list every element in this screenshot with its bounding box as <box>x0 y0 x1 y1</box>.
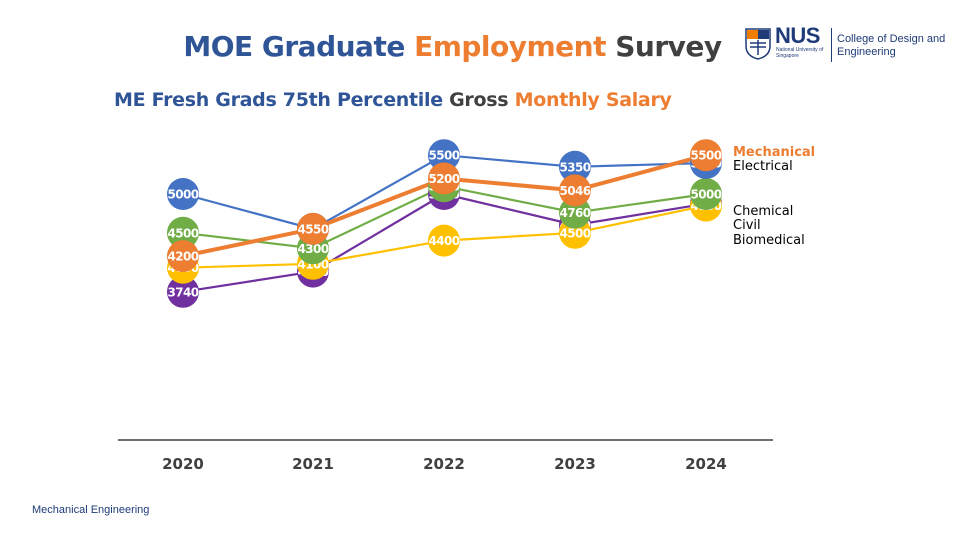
series-label-biomedical: Biomedical <box>733 233 805 248</box>
data-point-mechanical <box>559 174 591 207</box>
series-label-mechanical: Mechanical <box>733 145 815 160</box>
data-point-electrical <box>428 139 460 172</box>
data-label-chemical: 4760 <box>560 206 591 220</box>
x-tick-label: 2023 <box>554 455 596 473</box>
x-axis-tick-labels: 2020 2021 2022 2023 2024 <box>162 455 727 473</box>
nus-wordmark: NUS <box>775 23 820 48</box>
data-label-mechanical: 4550 <box>298 222 329 236</box>
nus-cde-logo: NUS National University of Singapore Col… <box>745 23 946 66</box>
data-label-electrical: 5000 <box>168 188 199 202</box>
series-label-chemical: Chemical <box>733 204 793 219</box>
chart-subtitle: ME Fresh Grads 75th Percentile Gross Mon… <box>114 89 672 111</box>
data-label-civil: 4500 <box>560 226 591 240</box>
data-point-civil <box>428 224 460 257</box>
title-part-1: MOE Graduate <box>183 30 405 63</box>
data-point-electrical <box>559 150 591 183</box>
data-point-mechanical <box>690 139 722 172</box>
data-label-chemical: 4500 <box>168 226 199 240</box>
data-label-civil: 4400 <box>429 234 460 248</box>
subtitle-part-2: Gross <box>449 89 509 111</box>
data-label-mechanical: 5046 <box>560 184 591 198</box>
page-title: MOE Graduate Employment Survey <box>0 30 905 63</box>
x-tick-label: 2022 <box>423 455 465 473</box>
data-point-chemical <box>690 178 722 210</box>
x-tick-label: 2021 <box>292 455 334 473</box>
data-point-electrical <box>167 178 199 210</box>
title-part-2: Employment <box>414 30 606 63</box>
data-label-electrical: 5350 <box>560 160 591 174</box>
series-points: 3740400050004600487540504100440045004850… <box>167 139 722 308</box>
logo-divider <box>831 28 832 62</box>
subtitle-part-1: ME Fresh Grads 75th Percentile <box>114 89 443 111</box>
data-label-biomedical: 3740 <box>168 285 199 299</box>
data-label-mechanical: 4200 <box>168 250 199 264</box>
college-name: College of Design and Engineering <box>837 33 946 58</box>
series-label-civil: Civil <box>733 218 761 233</box>
x-tick-label: 2024 <box>685 455 727 473</box>
data-point-chemical <box>559 196 591 229</box>
data-label-electrical: 5500 <box>429 149 460 163</box>
data-label-chemical: 5000 <box>691 188 722 202</box>
title-part-3: Survey <box>615 30 722 63</box>
footer-department: Mechanical Engineering <box>32 504 150 516</box>
data-label-mechanical: 5500 <box>691 149 722 163</box>
data-point-biomedical <box>167 275 199 308</box>
nus-full-name: National University of Singapore <box>776 47 824 59</box>
nus-crest-icon <box>745 28 771 60</box>
x-tick-label: 2020 <box>162 455 204 473</box>
subtitle-part-3: Monthly Salary <box>514 89 672 111</box>
data-point-mechanical <box>428 162 460 195</box>
series-label-electrical: Electrical <box>733 159 793 174</box>
data-point-chemical <box>167 216 199 249</box>
data-point-mechanical <box>297 212 329 245</box>
data-label-chemical: 4300 <box>298 242 329 256</box>
data-point-mechanical <box>167 240 199 273</box>
data-label-mechanical: 5200 <box>429 172 460 186</box>
